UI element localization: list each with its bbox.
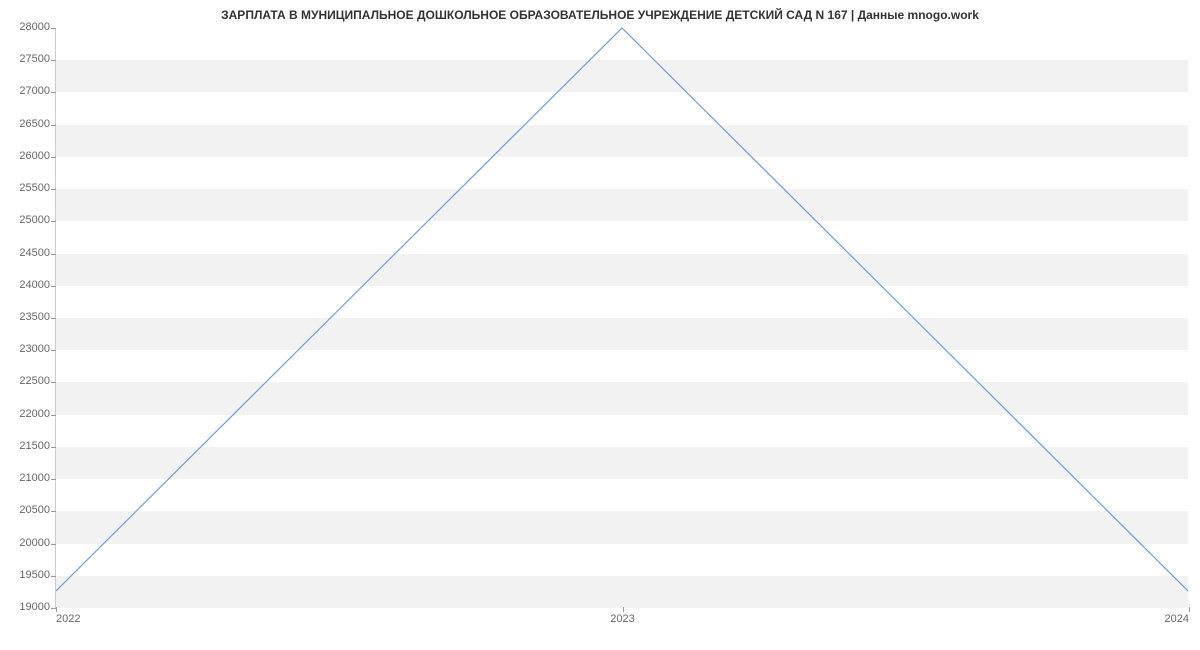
y-tick-mark — [51, 286, 56, 287]
y-tick-mark — [51, 254, 56, 255]
y-tick-mark — [51, 479, 56, 480]
y-tick-mark — [51, 511, 56, 512]
y-tick-mark — [51, 125, 56, 126]
y-tick-mark — [51, 382, 56, 383]
y-tick-mark — [51, 157, 56, 158]
x-tick-label: 2024 — [1165, 607, 1189, 625]
x-tick-mark — [623, 607, 624, 612]
plot-area: 1900019500200002050021000215002200022500… — [55, 28, 1188, 608]
y-tick-mark — [51, 189, 56, 190]
chart-title: ЗАРПЛАТА В МУНИЦИПАЛЬНОЕ ДОШКОЛЬНОЕ ОБРА… — [0, 8, 1200, 22]
y-tick-mark — [51, 447, 56, 448]
y-tick-mark — [51, 28, 56, 29]
y-tick-mark — [51, 221, 56, 222]
series-line — [56, 28, 1188, 591]
y-tick-mark — [51, 544, 56, 545]
y-tick-mark — [51, 318, 56, 319]
y-tick-mark — [51, 576, 56, 577]
x-tick-label: 2022 — [56, 607, 80, 625]
line-layer — [56, 28, 1188, 607]
chart-container: ЗАРПЛАТА В МУНИЦИПАЛЬНОЕ ДОШКОЛЬНОЕ ОБРА… — [0, 0, 1200, 650]
y-tick-label: 19000 — [19, 601, 56, 613]
y-tick-mark — [51, 60, 56, 61]
y-tick-label: 28000 — [19, 21, 56, 33]
y-tick-mark — [51, 350, 56, 351]
y-tick-label: 23500 — [19, 311, 56, 323]
y-tick-mark — [51, 92, 56, 93]
x-tick-mark — [1189, 607, 1190, 612]
x-tick-mark — [56, 607, 57, 612]
y-tick-mark — [51, 415, 56, 416]
